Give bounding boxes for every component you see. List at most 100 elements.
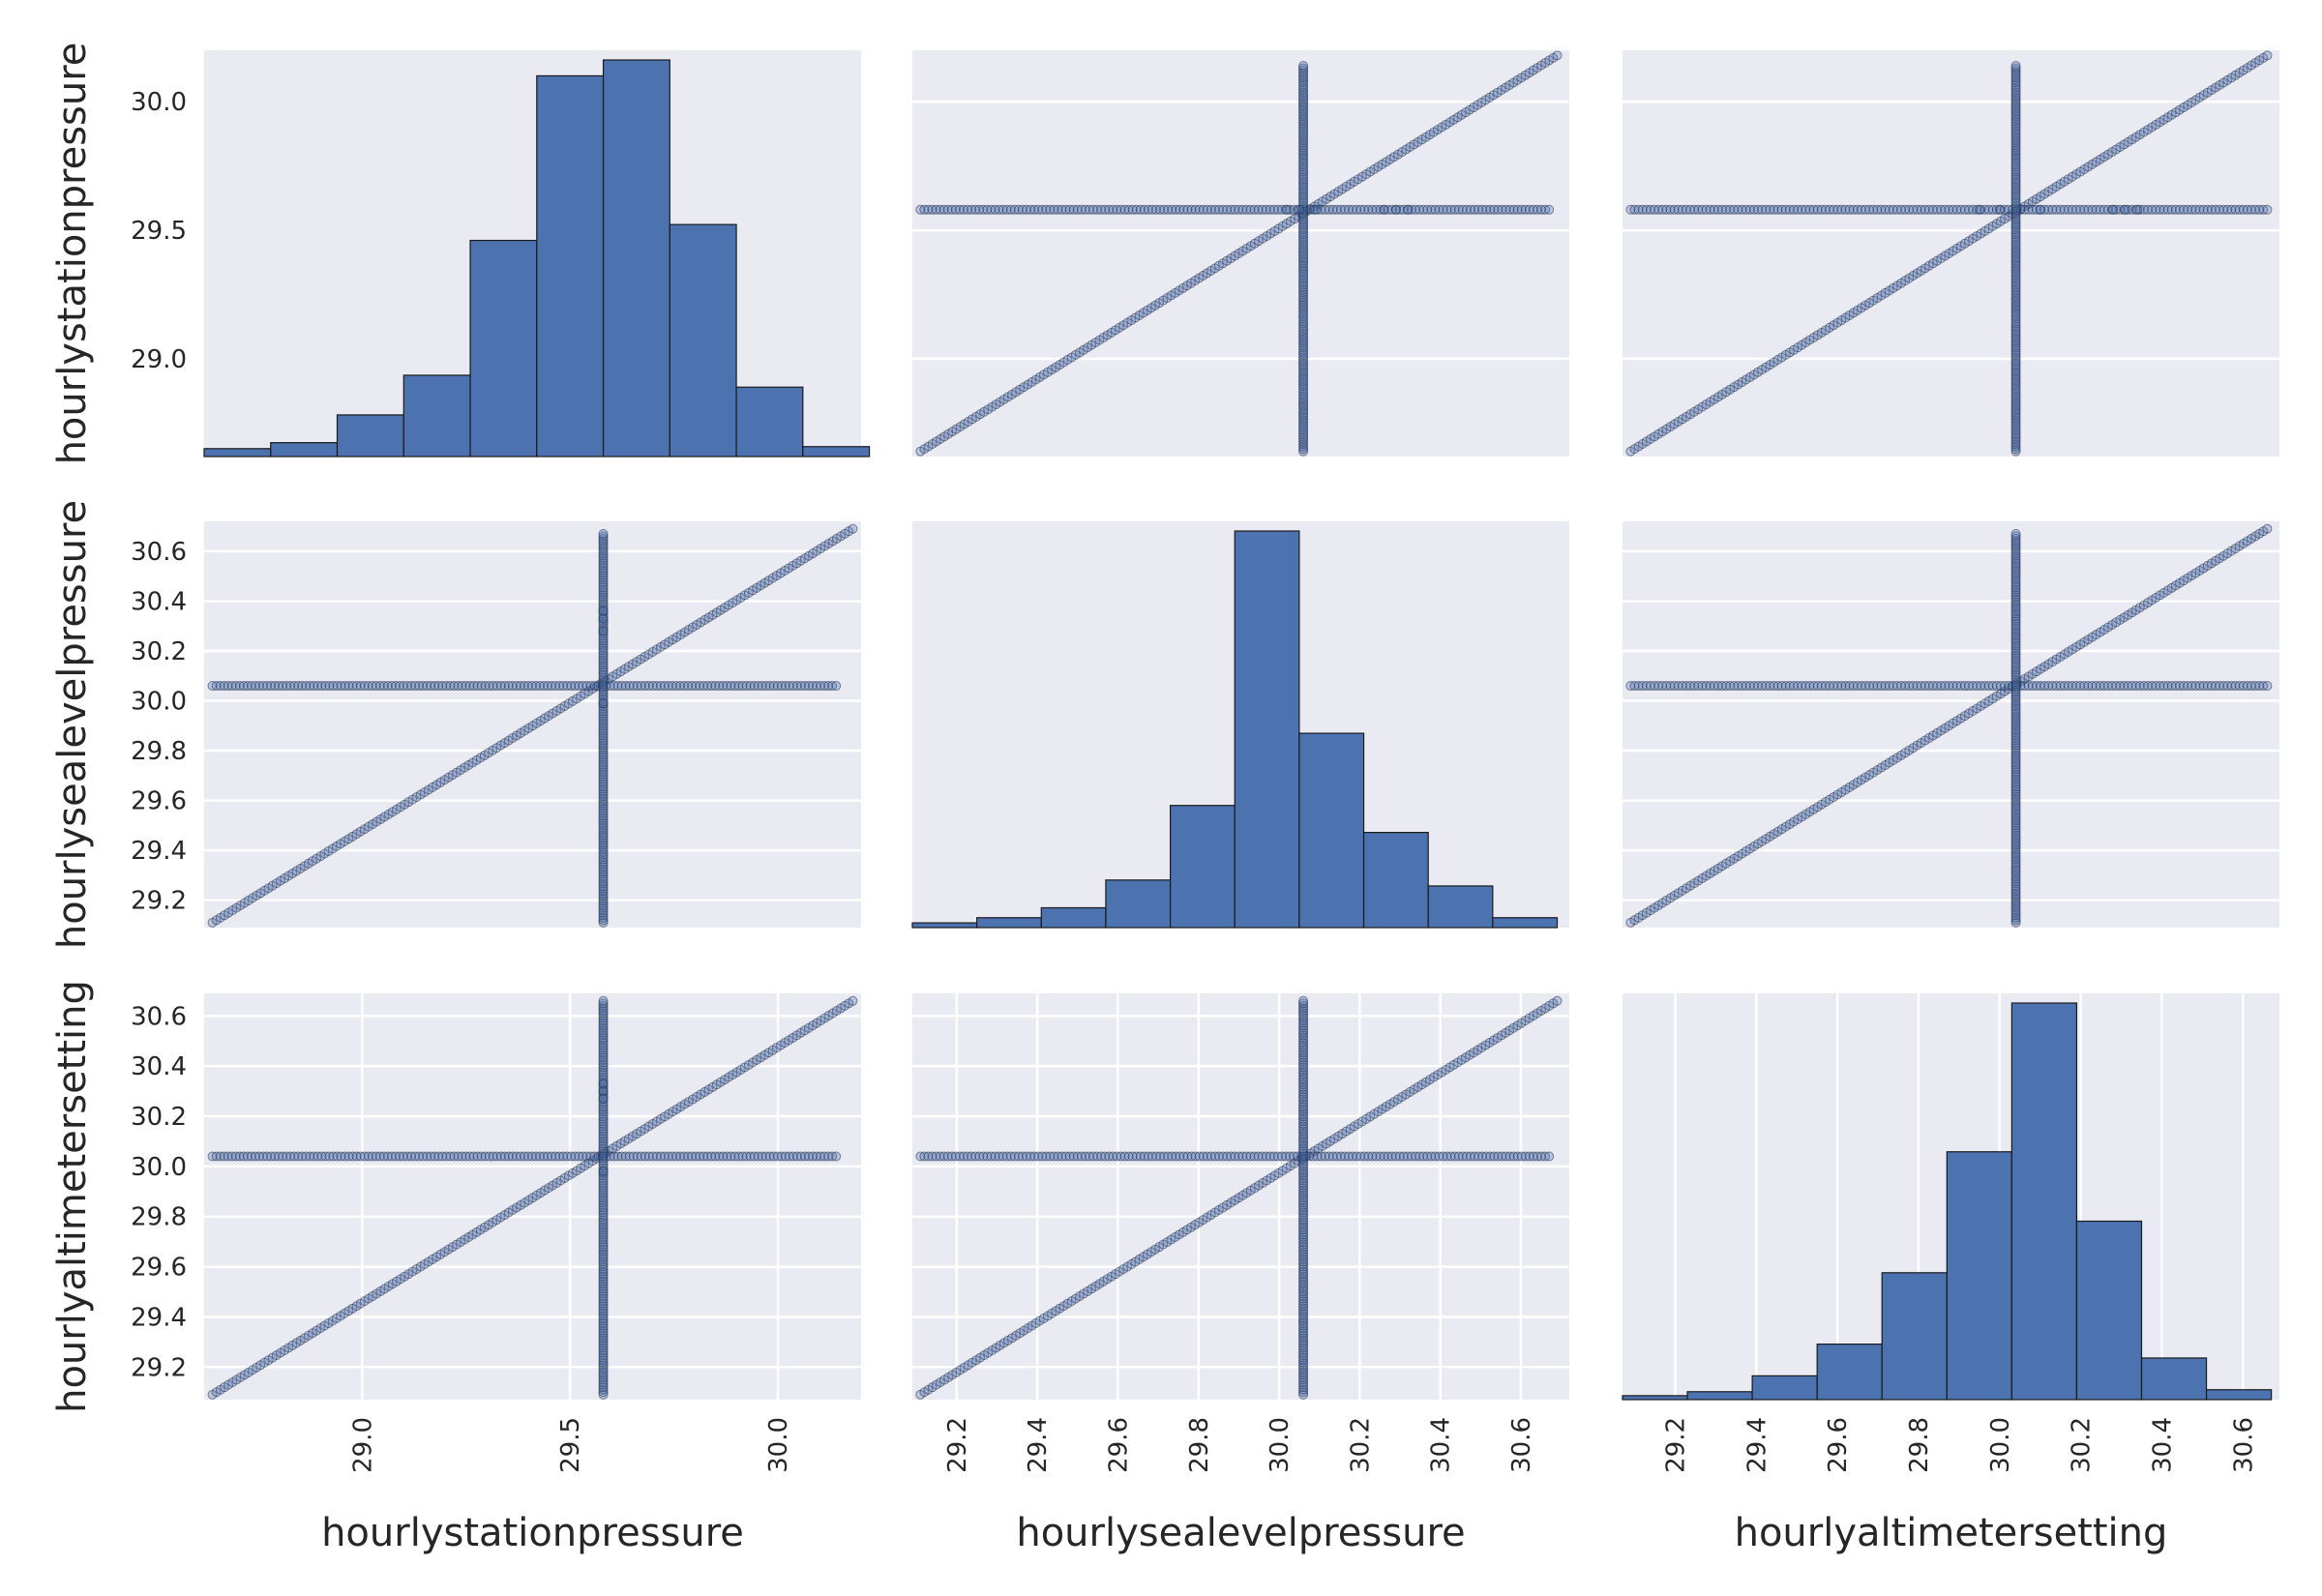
scatter-point bbox=[2035, 204, 2045, 215]
scatter-point bbox=[598, 801, 609, 812]
histogram-bar bbox=[1686, 1391, 1753, 1401]
scatter-point bbox=[2010, 905, 2021, 916]
scatter-point bbox=[848, 995, 858, 1006]
scatter-point bbox=[598, 881, 609, 892]
scatter-point bbox=[598, 663, 609, 673]
scatter-point bbox=[598, 774, 609, 784]
scatter-point bbox=[598, 750, 609, 760]
scatter-point bbox=[598, 747, 609, 757]
y-tick-label: 30.4 bbox=[131, 587, 187, 616]
scatter-point bbox=[598, 777, 609, 787]
scatter-point bbox=[598, 725, 609, 736]
x-axis-title-hourlyaltimetersetting: hourlyaltimetersetting bbox=[1735, 1511, 2168, 1555]
scatter-point bbox=[2010, 888, 2021, 899]
scatter-point bbox=[2108, 204, 2119, 215]
scatter-point bbox=[598, 538, 609, 548]
x-tick-label: 29.0 bbox=[348, 1417, 377, 1473]
y-tick-label: 29.4 bbox=[131, 1303, 187, 1332]
histogram-bar bbox=[1298, 732, 1365, 929]
scatter-point bbox=[598, 547, 609, 558]
scatter-point bbox=[2010, 902, 2021, 913]
scatter-point bbox=[598, 735, 609, 746]
scatter-point bbox=[598, 606, 609, 616]
x-tick-labels: 29.0 29.5 30.0 29.2 29.4 29.6 29.8 30.0 30.2 30.4… bbox=[348, 1417, 2258, 1473]
histogram-bar bbox=[976, 917, 1042, 929]
scatter-point bbox=[2010, 852, 2021, 863]
scatter-point bbox=[2010, 912, 2021, 923]
scatter-point bbox=[598, 915, 609, 926]
scatter-point bbox=[2010, 808, 2021, 818]
scatter-point bbox=[1544, 204, 1555, 215]
scatter-point bbox=[598, 905, 609, 916]
y-tick-label: 30.6 bbox=[131, 1002, 187, 1031]
scatter-point bbox=[2010, 779, 2021, 789]
scatter-point bbox=[598, 811, 609, 821]
scatter-point bbox=[2010, 840, 2021, 850]
scatter-point bbox=[1310, 204, 1321, 215]
scatter-point bbox=[831, 681, 842, 692]
y-axis-title-hourlyaltimetersetting: hourlyaltimetersetting bbox=[50, 980, 95, 1413]
histogram-bar bbox=[1105, 879, 1172, 929]
y-tick-label: 30.2 bbox=[131, 1103, 187, 1132]
scatter-point bbox=[598, 687, 609, 697]
scatter-point bbox=[598, 788, 609, 799]
histogram-bar bbox=[1946, 1151, 2012, 1401]
histogram-bar bbox=[1622, 1395, 1688, 1401]
scatter-point bbox=[598, 677, 609, 688]
scatter-point bbox=[598, 740, 609, 751]
scatter-point bbox=[2262, 681, 2273, 692]
scatter-point bbox=[598, 817, 609, 828]
scatter-point bbox=[598, 655, 609, 665]
scatter-point bbox=[2010, 901, 2021, 911]
histogram-bar bbox=[536, 74, 605, 458]
scatter-point bbox=[1379, 204, 1389, 215]
scatter-point bbox=[598, 546, 609, 556]
scatter-point bbox=[598, 635, 609, 646]
x-tick-label: 29.2 bbox=[943, 1417, 972, 1473]
scatter-point bbox=[598, 901, 609, 911]
scatter-point bbox=[598, 891, 609, 901]
scatter-point bbox=[598, 1093, 609, 1104]
x-tick-label: 29.6 bbox=[1824, 1417, 1853, 1473]
x-tick-label: 29.8 bbox=[1905, 1417, 1934, 1473]
scatter-point bbox=[598, 682, 609, 693]
scatter-point bbox=[2010, 803, 2021, 813]
scatter-point bbox=[598, 813, 609, 823]
histogram-bar bbox=[2205, 1389, 2273, 1401]
x-tick-label: 30.4 bbox=[2148, 1417, 2177, 1473]
histogram-bar bbox=[469, 239, 538, 458]
scatter-point bbox=[598, 854, 609, 865]
scatter-point bbox=[598, 623, 609, 634]
x-tick-label: 29.4 bbox=[1024, 1417, 1053, 1473]
y-tick-label: 30.0 bbox=[131, 688, 187, 717]
scatter-point bbox=[2010, 878, 2021, 889]
panel-hourlysealevelpressure-vs-hourlysealevelpressure bbox=[911, 521, 1569, 929]
scatter-point bbox=[2010, 822, 2021, 833]
scatter-point bbox=[1298, 60, 1309, 71]
x-tick-label: 30.0 bbox=[1986, 1417, 2015, 1473]
scatter-point bbox=[2010, 907, 2021, 918]
scatter-point bbox=[598, 822, 609, 833]
y-tick-label: 29.6 bbox=[131, 1254, 187, 1283]
scatter-point bbox=[2010, 872, 2021, 882]
scatter-point bbox=[2010, 864, 2021, 874]
scatter-point bbox=[2010, 817, 2021, 828]
scatter-point bbox=[598, 536, 609, 547]
scatter-point bbox=[598, 995, 609, 1006]
scatter-point bbox=[598, 642, 609, 653]
scatter-point bbox=[598, 653, 609, 664]
histogram-bar bbox=[2075, 1220, 2143, 1401]
scatter-point bbox=[598, 723, 609, 733]
scatter-point bbox=[2010, 791, 2021, 802]
panel-hourlyaltimetersetting-vs-hourlysealevelpressure bbox=[912, 993, 1569, 1400]
scatter-point bbox=[2120, 204, 2130, 215]
scatter-point bbox=[2010, 857, 2021, 868]
panel-hourlyaltimetersetting-vs-hourlyaltimetersetting bbox=[1622, 993, 2279, 1401]
scatter-point bbox=[598, 531, 609, 542]
scatter-point bbox=[1390, 204, 1401, 215]
histogram-bar bbox=[1234, 530, 1300, 929]
scatter-point bbox=[598, 528, 609, 539]
scatter-point bbox=[598, 876, 609, 887]
scatter-point bbox=[2010, 774, 2021, 784]
scatter-point bbox=[2010, 815, 2021, 826]
